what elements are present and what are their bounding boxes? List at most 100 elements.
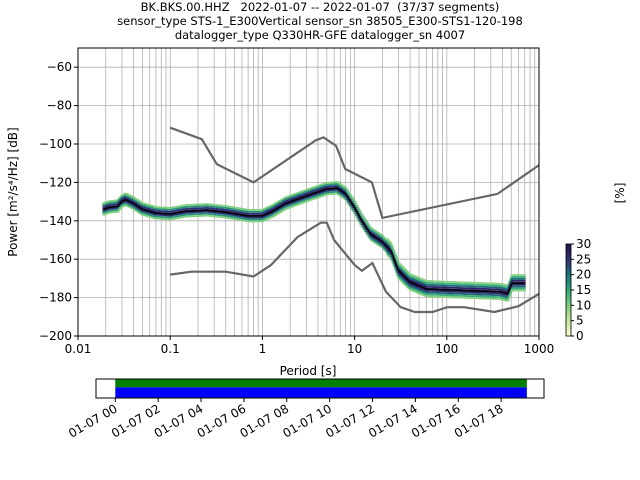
ppsd-bin [407,287,411,290]
ppsd-bin [390,255,394,258]
ppsd-bin [392,265,396,268]
ppsd-bin [343,188,346,190]
ppsd-bin [347,192,351,194]
colorbar-tick-label: 5 [576,314,584,328]
ppsd-bin [398,263,402,265]
y-tick-label: −180 [39,291,72,305]
ppsd-bin [407,285,411,288]
ppsd-bin [358,209,361,212]
ppsd-bin [507,292,511,295]
ppsd-bin [380,238,383,240]
ppsd-bin [393,255,397,257]
ppsd-bin [116,210,119,213]
ppsd-bin [522,289,526,292]
ppsd-bin [396,274,399,277]
ppsd-bin [509,293,512,296]
ppsd-bin [352,199,356,201]
ppsd-bin [390,244,394,246]
ppsd-bin [395,261,398,264]
ppsd-bin [391,250,395,253]
ppsd-bin [363,218,367,221]
ppsd-bin [389,241,393,244]
ppsd-bin [395,256,398,258]
ppsd-bin [353,201,357,203]
ppsd-bin [509,282,512,284]
ppsd-bin [350,195,353,198]
colorbar-label: [%] [613,183,627,204]
ppsd-bin [510,290,514,293]
ppsd-bin [392,252,396,254]
ppsd-bin [392,263,396,266]
colorbar-scale [565,243,572,337]
ppsd-bin [395,267,398,270]
coverage-bar-data [115,387,527,398]
chart-title-line-2: sensor_type STS-1_E300Vertical sensor_sn… [117,14,523,28]
ppsd-bin [391,262,395,265]
y-tick-label: −80 [47,99,72,113]
ppsd-bin [344,187,348,189]
ppsd-bin [506,285,510,288]
ppsd-bin [360,213,364,216]
colorbar-tick-label: 20 [576,268,591,282]
ppsd-bin [507,294,511,297]
ppsd-bin [509,283,512,286]
ppsd-bin [507,284,511,287]
y-axis-label: Power [m²/s⁴/Hz] [dB] [6,127,20,256]
ppsd-bin [507,283,511,285]
ppsd-bin [391,252,395,255]
ppsd-bin [382,236,386,239]
ppsd-bin [507,281,511,283]
mean-curve [103,187,525,295]
ppsd-bin [393,253,397,255]
ppsd-bin [522,285,526,288]
ppsd-bin [522,287,526,290]
ppsd-bin [343,186,346,188]
ppsd-bin [393,264,397,267]
ppsd-bin [406,271,410,273]
ppsd-bin [407,274,411,276]
ppsd-bin [507,286,511,289]
ppsd-bin [368,225,372,228]
ppsd-bin [396,270,399,273]
ppsd-bin [359,211,363,214]
ppsd-bin [510,277,514,279]
ppsd-bin [116,201,119,203]
colorbar-tick-label: 25 [576,252,591,266]
ppsd-bin [507,296,511,299]
x-tick-label: 0.1 [161,342,180,356]
ppsd-bin [119,207,123,209]
ppsd-bin [392,250,396,252]
ppsd-bin [393,266,397,269]
colorbar-tick-label: 30 [576,237,591,251]
ppsd-bin [403,267,406,270]
ppsd-bin [391,258,395,261]
chart-title-line-3: datalogger_type Q330HR-GFE datalogger_sn… [174,28,466,42]
ppsd-bin [385,238,389,240]
mean-curve-line [103,187,525,295]
ppsd-bin [509,289,512,292]
x-axis-label: Period [s] [280,364,337,378]
ppsd-bin [510,279,514,281]
ppsd-bin [380,243,383,246]
ppsd-bin [509,278,512,280]
ppsd-bin [392,253,396,256]
ppsd-bin [380,245,383,248]
ppsd-bin [393,256,397,259]
ppsd-bin [343,193,346,196]
ppsd-bin [343,190,346,192]
ppsd-bin [510,286,514,289]
ppsd-bin [386,239,390,242]
ppsd-bin [390,249,394,252]
ppsd-bin [380,234,383,236]
noise-models [169,126,540,314]
ppsd-bin [388,240,391,243]
ppsd-bin [510,288,514,291]
ppsd-bin [390,247,394,250]
y-axis: −60 −80 −100 −120 −140 −160 −180 −200 [39,60,78,343]
x-tick-label: 100 [435,342,458,356]
y-tick-label: −200 [39,329,72,343]
x-tick-label: 1000 [524,342,555,356]
